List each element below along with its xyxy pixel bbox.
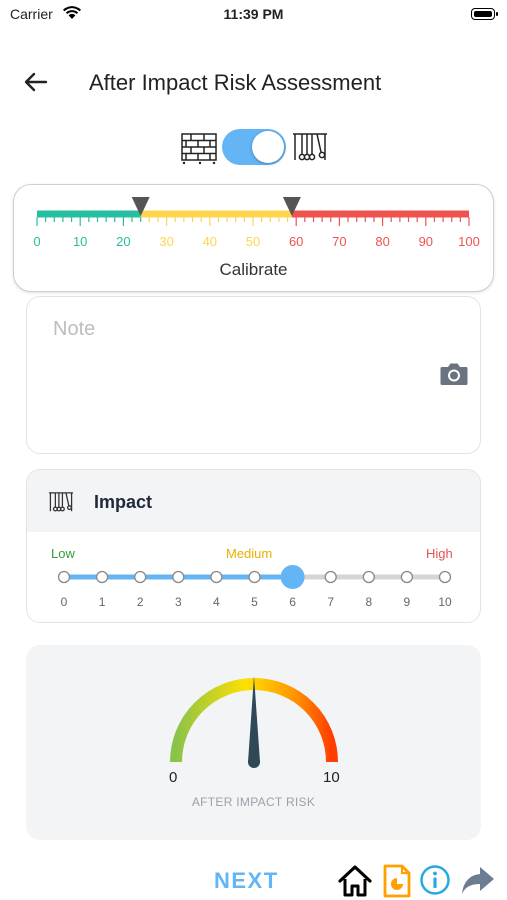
page-title: After Impact Risk Assessment [89, 70, 382, 95]
mode-switch[interactable] [222, 129, 286, 165]
risk-gauge [170, 676, 338, 768]
slider-step-dot [210, 570, 223, 584]
calibrate-label: Calibrate [219, 260, 288, 279]
report-document-icon[interactable] [382, 864, 412, 898]
carrier-label: Carrier [10, 6, 53, 22]
note-card [26, 296, 481, 454]
slider-thumb[interactable] [280, 565, 305, 589]
threshold-high-marker[interactable] [282, 197, 301, 216]
impact-title: Impact [94, 492, 153, 512]
slider-tick-label: 2 [137, 595, 144, 609]
gauge-max-label: 10 [323, 769, 340, 786]
app-header: After Impact Risk Assessment [0, 60, 507, 104]
scale-tick-label: 70 [332, 234, 346, 249]
impact-card-header: Impact [27, 470, 480, 532]
slider-tick-label: 6 [289, 595, 296, 609]
impact-card: Impact Low Medium High 0 1 2 3 4 5 6 7 8 9 10 [26, 469, 481, 623]
slider-tick-label: 0 [61, 595, 68, 609]
slider-tick-label: 4 [213, 595, 220, 609]
battery-icon [471, 8, 498, 20]
gauge-min-label: 0 [169, 769, 178, 786]
scale-tick-label: 20 [116, 234, 130, 249]
wifi-icon [63, 6, 81, 19]
slider-tick-label: 1 [99, 595, 106, 609]
slider-tick-label: 8 [365, 595, 372, 609]
slider-step-dot [134, 570, 147, 584]
zone-low [37, 210, 141, 218]
slider-step-dot [400, 570, 414, 584]
slider-step-dot [324, 570, 337, 584]
calibration-scale[interactable]: 0 10 20 30 40 50 60 70 80 90 100 [14, 185, 495, 265]
switch-knob [252, 131, 284, 163]
gauge-caption: AFTER IMPACT RISK [191, 795, 316, 809]
threshold-low-marker[interactable] [131, 197, 150, 216]
clock: 11:39 PM [223, 6, 284, 22]
scale-tick-label: 50 [246, 234, 260, 249]
medium-label: Medium [226, 546, 273, 561]
status-bar: Carrier 11:39 PM [0, 0, 507, 28]
scale-tick-label: 10 [73, 234, 87, 249]
camera-icon[interactable] [439, 361, 469, 387]
newtons-cradle-icon [293, 133, 327, 161]
high-label: High [426, 546, 453, 561]
share-icon[interactable] [460, 864, 496, 896]
back-arrow-icon[interactable] [22, 70, 50, 94]
info-icon[interactable] [419, 864, 451, 896]
slider-step-dot [248, 570, 261, 584]
slider-step-dot [172, 570, 185, 584]
slider-step-dot [362, 570, 375, 584]
scale-tick-label: 40 [203, 234, 217, 249]
note-input[interactable] [51, 317, 415, 342]
gauge-needle [248, 676, 260, 762]
scale-tick-label: 0 [33, 234, 40, 249]
slider-tick-label: 3 [175, 595, 182, 609]
scale-tick-label: 80 [375, 234, 389, 249]
risk-gauge-card: 0 10 AFTER IMPACT RISK [26, 645, 481, 840]
slider-tick-label: 5 [251, 595, 258, 609]
scale-tick-label: 100 [458, 234, 480, 249]
gauge-needle-hub [248, 756, 260, 768]
slider-step-dot [95, 570, 109, 584]
brick-wall-icon [181, 133, 217, 164]
calibration-card: 0 10 20 30 40 50 60 70 80 90 100 Calibrate [13, 184, 494, 292]
scale-tick-label: 60 [289, 234, 303, 249]
slider-step-dot [57, 570, 71, 584]
next-button[interactable]: NEXT [214, 868, 279, 893]
low-label: Low [51, 546, 75, 561]
zone-high [291, 210, 469, 218]
slider-tick-label: 10 [438, 595, 452, 609]
slider-step-dot [438, 570, 452, 584]
newtons-cradle-icon [49, 492, 73, 512]
slider-tick-label: 7 [327, 595, 334, 609]
zone-medium [140, 210, 292, 218]
impact-slider[interactable]: 0 1 2 3 4 5 6 7 8 9 10 [27, 562, 481, 612]
scale-tick-label: 90 [419, 234, 433, 249]
slider-tick-label: 9 [404, 595, 411, 609]
home-icon[interactable] [338, 864, 372, 898]
scale-tick-label: 30 [159, 234, 173, 249]
mode-toggle-row [0, 128, 507, 168]
